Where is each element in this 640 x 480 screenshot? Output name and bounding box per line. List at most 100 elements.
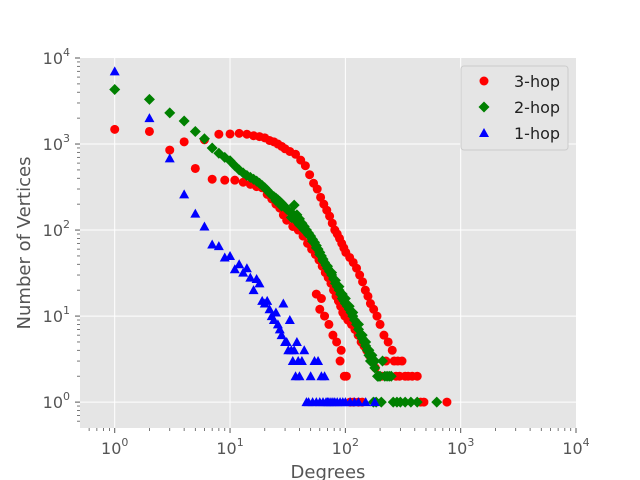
data-point — [316, 294, 326, 304]
data-point — [299, 345, 310, 355]
data-point — [291, 336, 302, 346]
data-point — [363, 291, 373, 301]
data-point — [324, 319, 334, 329]
x-tick-base: 10 — [216, 439, 236, 458]
data-point — [164, 153, 175, 163]
x-tick-label: 101 — [216, 436, 243, 458]
legend: 3-hop 2-hop 1-hop — [460, 65, 569, 151]
data-point — [225, 129, 235, 139]
data-point — [270, 195, 282, 207]
y-tick-base: 10 — [43, 393, 63, 412]
data-point — [207, 239, 218, 249]
data-point — [352, 263, 362, 273]
data-point — [383, 337, 393, 347]
data-point — [419, 397, 429, 407]
data-point — [312, 184, 322, 194]
x-tick-label: 100 — [101, 436, 128, 458]
data-point — [387, 345, 397, 355]
data-point — [369, 397, 380, 407]
x-tick-label: 103 — [447, 436, 474, 458]
data-point — [377, 355, 389, 367]
data-point — [355, 270, 365, 280]
data-point — [268, 315, 279, 325]
data-point — [347, 307, 359, 319]
data-point — [281, 336, 292, 346]
data-point — [199, 221, 210, 231]
y-tick-exponent: 0 — [63, 390, 70, 403]
series-2-hop — [109, 84, 443, 408]
data-point — [296, 356, 307, 366]
y-tick-label: 104 — [43, 46, 70, 68]
data-point — [248, 285, 259, 295]
x-tick-label: 104 — [562, 436, 589, 458]
data-point — [372, 311, 382, 321]
data-point — [305, 170, 315, 180]
data-point — [262, 295, 273, 305]
data-point — [179, 137, 189, 147]
data-point — [336, 345, 346, 355]
data-point — [144, 126, 154, 136]
x-axis-label: Degrees — [291, 462, 366, 480]
y-axis-label: Number of Vertices — [14, 157, 35, 330]
legend-marker — [479, 76, 489, 86]
data-point — [190, 163, 200, 173]
y-tick-exponent: 2 — [63, 218, 70, 231]
y-tick-label: 101 — [43, 304, 70, 326]
data-point — [341, 371, 351, 381]
y-tick-label: 100 — [43, 390, 70, 412]
data-point — [369, 304, 379, 314]
data-point — [214, 129, 224, 139]
data-point — [360, 397, 371, 407]
y-tick-base: 10 — [43, 49, 63, 68]
y-tick-label: 102 — [43, 218, 70, 240]
data-point — [305, 371, 316, 381]
y-tick-exponent: 3 — [63, 132, 70, 145]
data-point — [358, 277, 368, 287]
data-point — [254, 278, 265, 288]
data-point — [264, 304, 275, 314]
data-point — [190, 208, 201, 218]
series-1-hop — [109, 66, 380, 407]
data-point — [316, 192, 326, 202]
y-tick-base: 10 — [43, 221, 63, 240]
data-point — [373, 370, 385, 382]
data-point — [238, 177, 248, 187]
data-point — [109, 66, 120, 76]
data-point — [164, 107, 176, 119]
data-point — [206, 142, 218, 154]
data-point — [397, 356, 407, 366]
data-point — [291, 149, 301, 159]
legend-label: 2-hop — [514, 98, 560, 117]
data-point — [165, 145, 175, 155]
data-point — [143, 93, 155, 105]
x-tick-exponent: 2 — [352, 436, 359, 449]
x-tick-exponent: 3 — [467, 436, 474, 449]
data-point — [379, 330, 389, 340]
x-tick-label: 102 — [332, 436, 359, 458]
data-point — [353, 397, 364, 407]
data-point — [360, 336, 372, 348]
data-point — [229, 264, 240, 274]
y-tick-base: 10 — [43, 307, 63, 326]
x-tick-base: 10 — [562, 439, 582, 458]
y-tick-exponent: 4 — [63, 46, 70, 59]
data-point — [335, 356, 345, 366]
data-point — [179, 189, 190, 199]
data-point — [178, 115, 190, 127]
data-point — [405, 396, 417, 408]
data-point — [288, 199, 300, 211]
y-tick-exponent: 1 — [63, 304, 70, 317]
data-point — [274, 324, 285, 334]
x-tick-exponent: 4 — [583, 436, 590, 449]
data-point — [320, 311, 330, 321]
data-points — [109, 66, 452, 408]
data-point — [326, 267, 338, 279]
data-point — [213, 241, 224, 251]
data-point — [327, 218, 337, 228]
legend-marker — [478, 101, 490, 113]
data-point — [431, 396, 443, 408]
data-point — [270, 307, 281, 317]
data-point — [313, 356, 324, 366]
data-point — [412, 371, 422, 381]
